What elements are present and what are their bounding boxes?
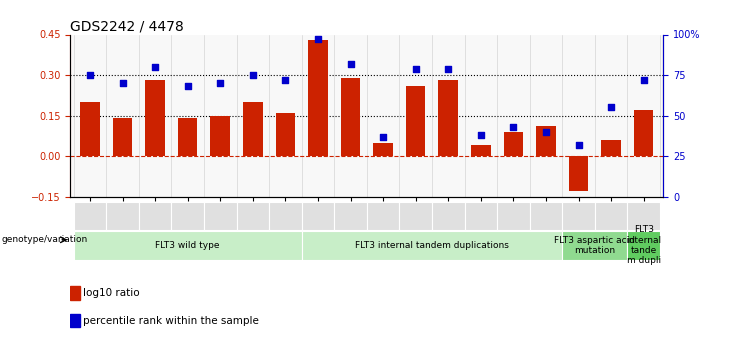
Point (279, 77, 291, 83)
Point (442, 66, 454, 71)
Text: FLT3 aspartic acid
mutation: FLT3 aspartic acid mutation (554, 236, 635, 255)
Bar (634, 110, 654, 156)
Text: FLT3 internal tandem duplications: FLT3 internal tandem duplications (355, 241, 509, 250)
Bar (536, 126, 556, 156)
Bar (504, 132, 523, 156)
Point (605, 105, 617, 110)
Bar (569, 156, 588, 191)
Point (149, 64, 161, 70)
FancyBboxPatch shape (595, 202, 628, 230)
Bar (601, 140, 621, 156)
Bar (406, 86, 425, 156)
Point (475, 132, 487, 138)
FancyBboxPatch shape (399, 202, 432, 230)
Bar (308, 40, 328, 156)
Text: FLT3
internal
tande
m dupli: FLT3 internal tande m dupli (626, 225, 661, 265)
Bar (70, 314, 80, 327)
Point (84, 72, 96, 78)
FancyBboxPatch shape (465, 202, 497, 230)
Point (377, 134, 389, 139)
Point (508, 124, 519, 130)
FancyBboxPatch shape (302, 230, 562, 260)
Bar (145, 80, 165, 156)
Point (638, 77, 650, 83)
Bar (113, 118, 133, 156)
FancyBboxPatch shape (73, 230, 302, 260)
Point (214, 80, 226, 86)
Point (116, 80, 128, 86)
FancyBboxPatch shape (139, 202, 171, 230)
Bar (210, 116, 230, 156)
Bar (243, 102, 262, 156)
FancyBboxPatch shape (334, 202, 367, 230)
FancyBboxPatch shape (204, 202, 236, 230)
Text: GDS2242 / 4478: GDS2242 / 4478 (70, 19, 185, 33)
FancyBboxPatch shape (302, 202, 334, 230)
FancyBboxPatch shape (497, 202, 530, 230)
FancyBboxPatch shape (171, 202, 204, 230)
FancyBboxPatch shape (530, 202, 562, 230)
Text: log10 ratio: log10 ratio (83, 288, 140, 298)
Bar (341, 78, 360, 156)
Point (312, 37, 324, 42)
FancyBboxPatch shape (73, 202, 106, 230)
Bar (70, 286, 80, 300)
FancyBboxPatch shape (628, 230, 660, 260)
Point (182, 83, 193, 89)
Point (247, 72, 259, 78)
FancyBboxPatch shape (236, 202, 269, 230)
FancyBboxPatch shape (106, 202, 139, 230)
FancyBboxPatch shape (367, 202, 399, 230)
Bar (373, 142, 393, 156)
FancyBboxPatch shape (562, 202, 595, 230)
Text: percentile rank within the sample: percentile rank within the sample (83, 316, 259, 326)
FancyBboxPatch shape (562, 230, 628, 260)
Point (345, 61, 356, 67)
Bar (178, 118, 197, 156)
Text: FLT3 wild type: FLT3 wild type (156, 241, 220, 250)
Text: genotype/variation: genotype/variation (1, 235, 87, 244)
Bar (80, 102, 100, 156)
Bar (471, 145, 491, 156)
FancyBboxPatch shape (269, 202, 302, 230)
FancyBboxPatch shape (628, 202, 660, 230)
FancyBboxPatch shape (432, 202, 465, 230)
Point (573, 142, 585, 148)
Point (410, 66, 422, 71)
Bar (439, 80, 458, 156)
Point (540, 129, 552, 135)
Bar (276, 113, 295, 156)
